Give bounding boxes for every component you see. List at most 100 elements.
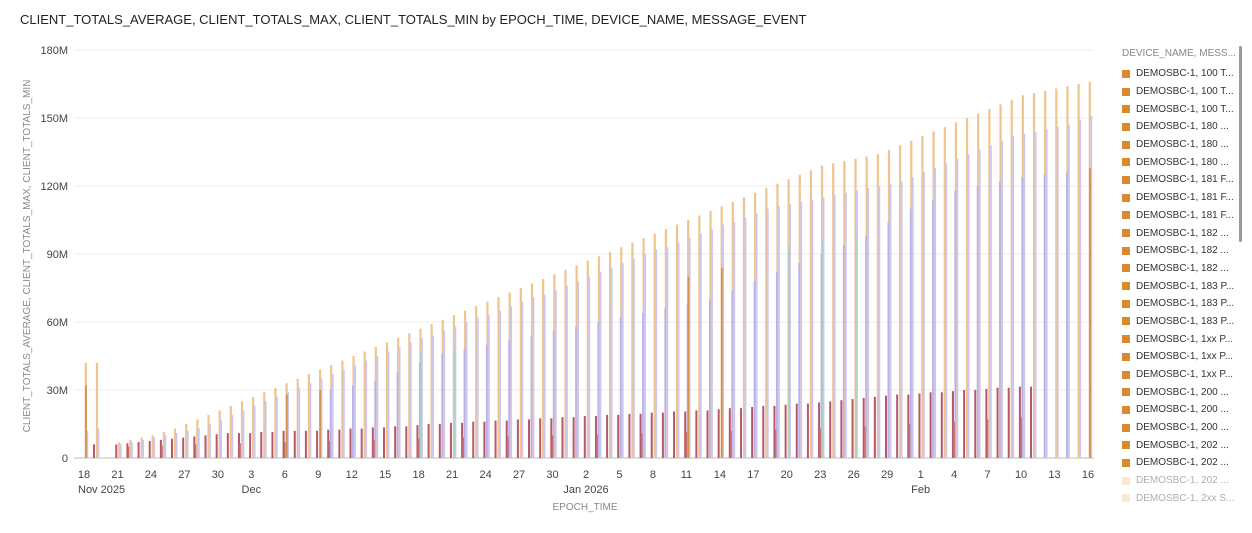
bar[interactable] <box>532 297 535 458</box>
bar[interactable] <box>1032 93 1036 458</box>
bar[interactable] <box>453 349 456 458</box>
legend-item[interactable]: DEMOSBC-1, 200 ... <box>1114 419 1244 437</box>
bar[interactable] <box>731 290 733 458</box>
bar[interactable] <box>896 394 899 458</box>
bar[interactable] <box>271 431 274 458</box>
bar[interactable] <box>95 362 99 458</box>
bar[interactable] <box>86 430 89 458</box>
bar[interactable] <box>617 414 620 458</box>
bar[interactable] <box>498 310 501 458</box>
bar[interactable] <box>753 281 756 458</box>
bar[interactable] <box>639 413 642 458</box>
bar[interactable] <box>505 420 508 458</box>
bar[interactable] <box>687 276 690 458</box>
bar[interactable] <box>427 424 430 458</box>
bar[interactable] <box>507 436 509 458</box>
bar[interactable] <box>218 410 221 458</box>
bar[interactable] <box>885 395 887 458</box>
bar[interactable] <box>742 197 746 458</box>
bar[interactable] <box>833 195 836 458</box>
bar[interactable] <box>153 437 156 458</box>
bar[interactable] <box>260 431 263 458</box>
bar[interactable] <box>642 312 644 458</box>
bar[interactable] <box>476 317 479 458</box>
bar[interactable] <box>661 412 664 458</box>
bar[interactable] <box>722 224 725 458</box>
bar[interactable] <box>628 413 631 458</box>
bar[interactable] <box>863 426 866 458</box>
bar[interactable] <box>141 439 144 458</box>
bar[interactable] <box>940 392 943 458</box>
bar[interactable] <box>374 380 376 458</box>
bar[interactable] <box>494 420 497 458</box>
bar[interactable] <box>363 351 366 458</box>
bar[interactable] <box>800 201 803 458</box>
legend-item[interactable]: DEMOSBC-1, 180 ... <box>1114 136 1244 154</box>
bar[interactable] <box>416 425 419 458</box>
bar[interactable] <box>717 409 720 458</box>
bar[interactable] <box>483 421 486 458</box>
bar[interactable] <box>542 278 545 458</box>
bar[interactable] <box>974 390 977 458</box>
bar[interactable] <box>577 281 580 458</box>
bar[interactable] <box>840 400 843 458</box>
bar[interactable] <box>182 437 185 458</box>
bar[interactable] <box>631 242 634 458</box>
legend-item[interactable]: DEMOSBC-1, 200 ... <box>1114 383 1244 401</box>
bar[interactable] <box>304 430 307 458</box>
bar[interactable] <box>462 437 464 458</box>
bar[interactable] <box>811 199 814 458</box>
bar[interactable] <box>97 428 100 458</box>
bar[interactable] <box>92 444 95 458</box>
bar[interactable] <box>954 190 957 458</box>
bar[interactable] <box>239 443 241 458</box>
bar[interactable] <box>274 387 277 458</box>
bar[interactable] <box>730 430 732 458</box>
bar[interactable] <box>909 208 912 458</box>
bar[interactable] <box>327 429 330 458</box>
bar[interactable] <box>1043 174 1046 459</box>
bar[interactable] <box>599 272 602 458</box>
bar[interactable] <box>640 433 643 458</box>
bar[interactable] <box>967 154 970 458</box>
bar[interactable] <box>788 244 790 458</box>
bar[interactable] <box>820 254 823 458</box>
legend-item[interactable]: DEMOSBC-1, 100 T... <box>1114 100 1244 118</box>
bar[interactable] <box>275 396 278 458</box>
bar[interactable] <box>844 192 847 459</box>
bar[interactable] <box>207 414 210 458</box>
bar[interactable] <box>621 263 624 458</box>
bar[interactable] <box>530 335 533 458</box>
bar[interactable] <box>1045 129 1048 458</box>
bar[interactable] <box>818 402 821 458</box>
bar[interactable] <box>510 306 513 458</box>
bar[interactable] <box>487 315 490 458</box>
bar[interactable] <box>842 244 845 458</box>
legend-scrollbar[interactable] <box>1239 46 1242 242</box>
legend-item[interactable]: DEMOSBC-1, 181 F... <box>1114 189 1244 207</box>
bar[interactable] <box>543 294 546 458</box>
bar[interactable] <box>1021 176 1023 458</box>
bar[interactable] <box>394 426 397 458</box>
bar[interactable] <box>953 421 955 458</box>
bar[interactable] <box>338 429 341 458</box>
bar[interactable] <box>862 397 865 458</box>
bar[interactable] <box>951 391 954 458</box>
bar[interactable] <box>215 434 218 458</box>
bar[interactable] <box>619 317 622 458</box>
bar[interactable] <box>1079 120 1082 459</box>
bar[interactable] <box>610 267 613 458</box>
bar[interactable] <box>855 190 858 458</box>
bar[interactable] <box>907 394 910 458</box>
bar[interactable] <box>417 438 420 458</box>
bar[interactable] <box>463 349 466 458</box>
bar[interactable] <box>204 435 207 458</box>
bar[interactable] <box>441 353 443 458</box>
bar[interactable] <box>283 442 286 458</box>
bar[interactable] <box>777 206 780 458</box>
bar[interactable] <box>739 408 742 458</box>
bar[interactable] <box>519 288 522 458</box>
bar[interactable] <box>1023 133 1026 458</box>
bar[interactable] <box>161 445 163 458</box>
bar[interactable] <box>396 371 399 458</box>
